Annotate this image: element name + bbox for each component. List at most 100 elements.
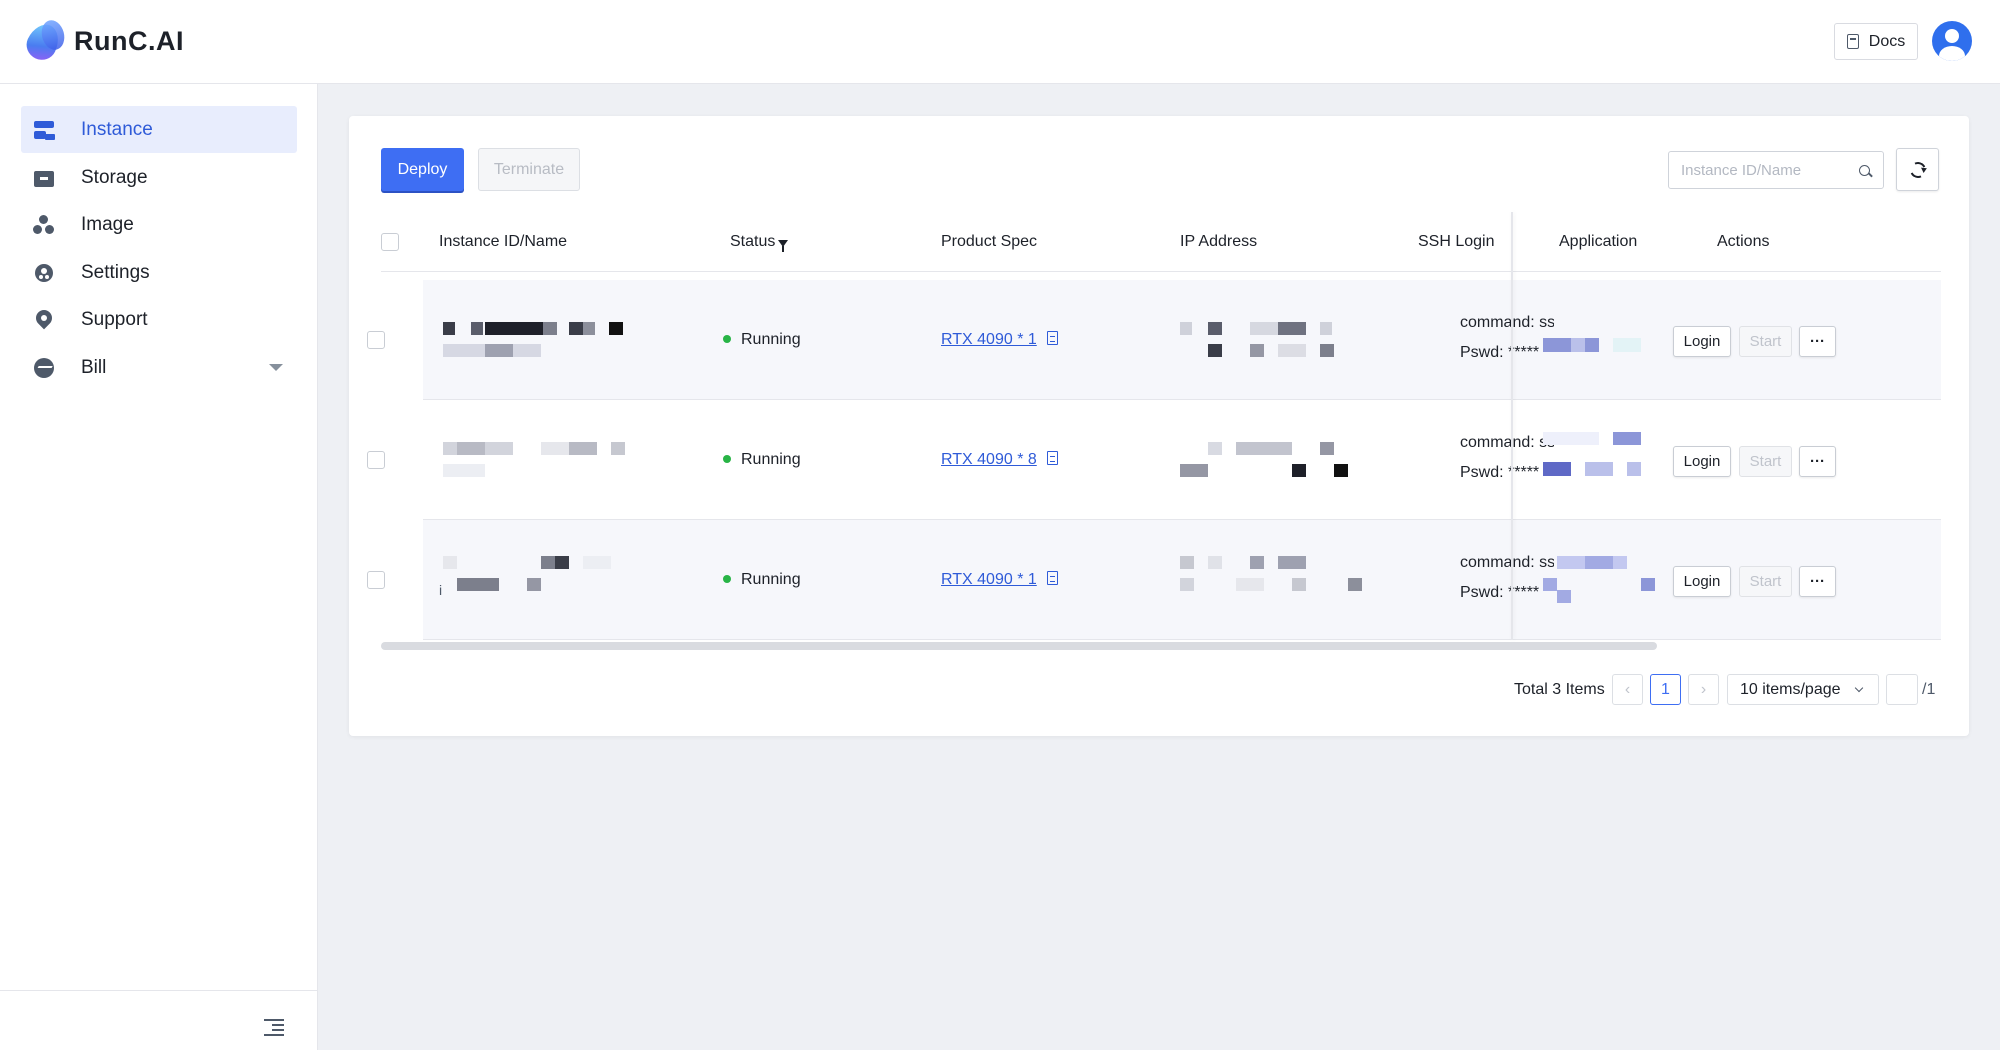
redacted-ip-address xyxy=(1180,556,1376,600)
sidebar-item-label: Support xyxy=(81,308,148,330)
collapse-sidebar-icon[interactable] xyxy=(264,1019,284,1036)
deploy-button[interactable]: Deploy xyxy=(381,148,464,191)
page-size-select[interactable]: 10 items/page xyxy=(1727,674,1879,705)
product-spec-link[interactable]: RTX 4090 * 1 xyxy=(941,331,1037,348)
docs-label: Docs xyxy=(1868,32,1906,50)
redacted-application xyxy=(1543,556,1655,604)
filter-icon[interactable] xyxy=(778,240,789,252)
image-icon xyxy=(33,214,55,236)
document-icon[interactable] xyxy=(1046,450,1058,465)
sidebar-item-instance[interactable]: Instance xyxy=(21,106,297,153)
status-text: Running xyxy=(741,331,801,348)
column-ip-address: IP Address xyxy=(1180,233,1258,250)
instance-search xyxy=(1668,151,1884,189)
next-page-button[interactable]: › xyxy=(1688,674,1719,705)
product-spec-link[interactable]: RTX 4090 * 1 xyxy=(941,571,1037,588)
sidebar: Instance Storage Image Settings Support … xyxy=(0,84,318,1050)
ssh-login-cell: command: ssh Pswd: ***** xyxy=(1460,308,1554,368)
status-running-dot xyxy=(723,334,731,343)
row-checkbox[interactable] xyxy=(367,331,385,349)
chevron-down-icon xyxy=(269,364,283,371)
redacted-application xyxy=(1543,432,1653,476)
pagination-total: Total 3 Items xyxy=(1514,681,1605,698)
sidebar-item-support[interactable]: Support xyxy=(21,296,297,343)
more-actions-button[interactable]: ··· xyxy=(1799,326,1836,357)
logo-icon xyxy=(21,17,68,65)
refresh-icon xyxy=(1907,159,1928,180)
column-ssh-login: SSH Login xyxy=(1418,233,1495,250)
search-icon[interactable] xyxy=(1859,164,1870,176)
login-button[interactable]: Login xyxy=(1673,326,1731,357)
settings-icon xyxy=(33,262,55,284)
sidebar-item-settings[interactable]: Settings xyxy=(21,249,297,296)
ssh-command[interactable]: command: ssh xyxy=(1460,314,1554,331)
ssh-command[interactable]: command: ssh xyxy=(1460,554,1554,571)
sidebar-item-label: Image xyxy=(81,213,134,235)
instance-panel: Deploy Terminate Instance ID/Name Status… xyxy=(349,116,1969,736)
status-cell: Running xyxy=(723,451,801,469)
prev-page-button[interactable]: ‹ xyxy=(1612,674,1643,705)
select-all-checkbox[interactable] xyxy=(381,233,399,251)
redacted-application xyxy=(1543,338,1653,352)
more-actions-button[interactable]: ··· xyxy=(1799,566,1836,597)
column-actions: Actions xyxy=(1717,233,1770,250)
redacted-instance-id xyxy=(443,442,639,486)
start-button[interactable]: Start xyxy=(1739,446,1792,477)
start-button[interactable]: Start xyxy=(1739,326,1792,357)
book-icon xyxy=(1846,34,1859,49)
table-row: Running RTX 4090 * 8 command: ssh Pswd: … xyxy=(367,400,1941,520)
status-text: Running xyxy=(741,451,801,468)
column-status[interactable]: Status xyxy=(730,233,789,252)
docs-button[interactable]: Docs xyxy=(1834,23,1918,60)
top-header: RunC.AI Docs xyxy=(0,0,2000,84)
app-name: RunC.AI xyxy=(74,25,184,56)
more-actions-button[interactable]: ··· xyxy=(1799,446,1836,477)
redacted-instance-id xyxy=(443,556,639,600)
document-icon[interactable] xyxy=(1046,330,1058,345)
column-status-label: Status xyxy=(730,233,776,250)
storage-icon xyxy=(33,167,55,189)
terminate-button[interactable]: Terminate xyxy=(478,148,580,191)
product-spec-cell: RTX 4090 * 8 xyxy=(941,450,1058,469)
horizontal-scrollbar[interactable] xyxy=(381,642,1657,650)
redacted-ip-address xyxy=(1180,442,1376,486)
column-product-spec: Product Spec xyxy=(941,233,1038,250)
row-checkbox[interactable] xyxy=(367,571,385,589)
ssh-login-cell: command: ssh Pswd: ***** xyxy=(1460,548,1554,608)
ssh-password: Pswd: ***** xyxy=(1460,584,1540,601)
sidebar-item-label: Instance xyxy=(81,118,153,140)
page-jump-input[interactable] xyxy=(1886,674,1918,705)
chevron-down-icon xyxy=(1854,683,1864,693)
status-running-dot xyxy=(723,454,731,463)
sidebar-item-storage[interactable]: Storage xyxy=(21,154,297,201)
column-instance: Instance ID/Name xyxy=(439,233,568,250)
document-icon[interactable] xyxy=(1046,570,1058,585)
page-size-value: 10 items/page xyxy=(1740,680,1841,698)
refresh-button[interactable] xyxy=(1896,148,1939,191)
sidebar-item-label: Settings xyxy=(81,261,150,283)
status-text: Running xyxy=(741,571,801,588)
app-logo[interactable]: RunC.AI xyxy=(21,17,184,65)
sidebar-item-bill[interactable]: Bill xyxy=(21,344,297,391)
row-checkbox[interactable] xyxy=(367,451,385,469)
redacted-ip-address xyxy=(1180,322,1376,366)
table-row: Running RTX 4090 * 1 command: ssh Pswd: … xyxy=(367,280,1941,400)
page-1-button[interactable]: 1 xyxy=(1650,674,1681,705)
support-icon xyxy=(33,309,55,331)
user-avatar[interactable] xyxy=(1932,21,1972,61)
page-count: /1 xyxy=(1922,681,1936,698)
sidebar-item-label: Bill xyxy=(81,356,107,378)
start-button[interactable]: Start xyxy=(1739,566,1792,597)
login-button[interactable]: Login xyxy=(1673,446,1731,477)
ssh-command[interactable]: command: ssh xyxy=(1460,434,1554,451)
sidebar-item-image[interactable]: Image xyxy=(21,201,297,248)
ssh-password: Pswd: ***** xyxy=(1460,464,1540,481)
sidebar-item-label: Storage xyxy=(81,166,148,188)
status-cell: Running xyxy=(723,571,801,589)
product-spec-link[interactable]: RTX 4090 * 8 xyxy=(941,451,1037,468)
sidebar-footer xyxy=(0,990,318,1050)
status-running-dot xyxy=(723,574,731,583)
product-spec-cell: RTX 4090 * 1 xyxy=(941,570,1058,589)
login-button[interactable]: Login xyxy=(1673,566,1731,597)
search-input[interactable] xyxy=(1681,161,1851,179)
